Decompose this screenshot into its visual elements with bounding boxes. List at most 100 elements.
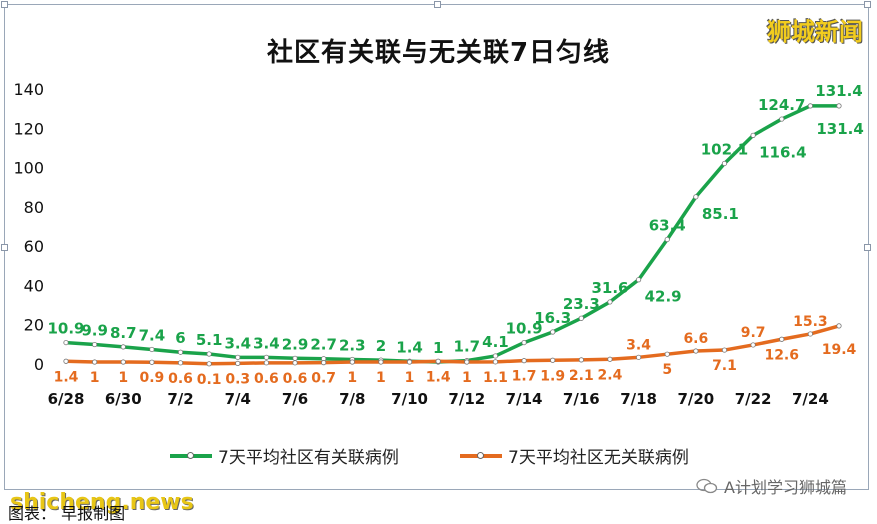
resize-handle-right[interactable] <box>864 244 871 251</box>
data-label-unlinked: 9.7 <box>741 325 766 341</box>
data-label-unlinked: 12.6 <box>764 347 799 363</box>
data-label-linked: 23.3 <box>563 295 600 313</box>
data-label-unlinked: 2.1 <box>569 368 594 384</box>
data-point-1 <box>464 359 470 365</box>
data-point-1 <box>836 323 842 329</box>
data-label-linked: 3.4 <box>224 334 251 352</box>
data-label-linked: 2.7 <box>310 336 337 354</box>
x-tick-label: 7/8 <box>339 390 365 408</box>
y-tick-label: 100 <box>13 159 44 178</box>
data-point-1 <box>149 359 155 365</box>
chart-title: 社区有关联与无关联7日匀线 <box>266 38 611 68</box>
data-label-unlinked: 6.6 <box>683 331 708 347</box>
data-point-1 <box>750 342 756 348</box>
wechat-icon <box>696 478 718 494</box>
data-label-unlinked: 1.9 <box>540 368 565 384</box>
x-tick-label: 7/10 <box>391 390 428 408</box>
y-tick-label: 140 <box>13 80 44 99</box>
x-tick-label: 6/28 <box>48 390 85 408</box>
data-point-1 <box>177 360 184 366</box>
data-point-0 <box>750 132 756 138</box>
data-label-linked: 85.1 <box>702 205 739 223</box>
data-point-1 <box>492 359 499 365</box>
resize-handle-top-left[interactable] <box>1 1 8 8</box>
legend-swatch-linked <box>170 451 212 459</box>
data-label-linked: 9.9 <box>81 322 108 340</box>
data-point-1 <box>206 361 212 367</box>
data-label-linked: 2 <box>376 337 386 355</box>
data-point-1 <box>292 360 298 366</box>
data-label-linked: 1.7 <box>454 338 481 356</box>
data-label-unlinked: 1 <box>462 370 472 386</box>
data-label-linked: 131.4 <box>815 82 862 100</box>
legend-label-linked: 7天平均社区有关联病例 <box>218 448 399 468</box>
data-point-0 <box>578 315 584 321</box>
data-point-0 <box>664 236 670 243</box>
data-point-1 <box>63 358 69 364</box>
data-point-0 <box>206 351 212 357</box>
data-label-unlinked: 1 <box>118 370 128 386</box>
data-point-0 <box>550 329 556 335</box>
data-label-linked: 10.9 <box>506 320 543 338</box>
data-point-1 <box>120 359 126 365</box>
resize-handle-top-right[interactable] <box>864 1 871 8</box>
series-line-1 <box>65 324 840 366</box>
data-label-linked: 6 <box>175 329 185 347</box>
data-point-0 <box>263 354 270 360</box>
watermark: shicheng.news <box>10 490 194 515</box>
data-point-1 <box>321 360 327 366</box>
data-point-1 <box>521 358 527 364</box>
x-tick-label: 7/22 <box>735 390 772 408</box>
data-label-linked: 1 <box>433 339 443 357</box>
data-label-unlinked: 0.6 <box>283 371 308 387</box>
data-point-1 <box>693 348 699 354</box>
data-label-unlinked: 19.4 <box>822 342 857 358</box>
data-point-0 <box>292 355 298 361</box>
x-tick-label: 6/30 <box>105 390 142 408</box>
data-label-linked: 131.4 <box>816 120 863 138</box>
data-label-unlinked: 0.6 <box>254 371 279 387</box>
data-point-1 <box>807 331 813 337</box>
x-tick-label: 7/12 <box>448 390 485 408</box>
data-point-1 <box>607 356 613 362</box>
data-label-unlinked: 1 <box>90 370 100 386</box>
wechat-account-name: A计划学习狮城篇 <box>724 478 847 497</box>
data-point-1 <box>550 357 556 363</box>
data-point-0 <box>120 344 126 350</box>
data-label-linked: 3.4 <box>253 334 280 352</box>
data-label-linked: 8.7 <box>110 324 137 342</box>
x-tick-label: 7/16 <box>563 390 600 408</box>
legend: 7天平均社区有关联病例 7天平均社区无关联病例 <box>0 443 877 469</box>
resize-handle-left[interactable] <box>1 244 8 251</box>
data-point-0 <box>635 277 642 283</box>
data-label-unlinked: 15.3 <box>793 314 828 330</box>
figure-caption: 图表： 早报制图 <box>8 504 126 523</box>
data-point-0 <box>607 299 613 305</box>
data-point-0 <box>836 103 842 109</box>
x-axis: 6/28 6/30 7/2 7/4 7/6 7/8 7/10 7/12 7/14 7/16 7/18… <box>48 390 829 408</box>
data-point-0 <box>492 353 499 359</box>
y-tick-label: 60 <box>24 237 44 256</box>
legend-label-unlinked: 7天平均社区无关联病例 <box>508 448 689 468</box>
data-point-0 <box>177 349 184 355</box>
data-label-linked: 42.9 <box>645 288 682 306</box>
data-label-unlinked: 1.7 <box>512 369 537 385</box>
data-label-unlinked: 1.4 <box>426 369 451 385</box>
chart-frame <box>4 4 869 490</box>
y-axis: 0 20 40 60 80 100 120 140 <box>13 80 44 374</box>
data-point-1 <box>235 360 241 367</box>
data-label-unlinked: 1 <box>405 370 415 386</box>
wechat-account: A计划学习狮城篇 <box>696 474 847 498</box>
data-point-1 <box>664 351 670 357</box>
y-tick-label: 0 <box>34 355 44 374</box>
x-tick-label: 7/14 <box>506 390 543 408</box>
data-label-linked: 116.4 <box>759 143 806 161</box>
data-label-unlinked: 1 <box>376 370 386 386</box>
data-point-0 <box>92 341 98 348</box>
data-point-0 <box>63 339 69 346</box>
y-tick-label: 20 <box>24 316 44 335</box>
data-label-linked: 1.4 <box>396 338 423 356</box>
data-point-1 <box>92 359 98 365</box>
resize-handle-top[interactable] <box>434 1 441 8</box>
